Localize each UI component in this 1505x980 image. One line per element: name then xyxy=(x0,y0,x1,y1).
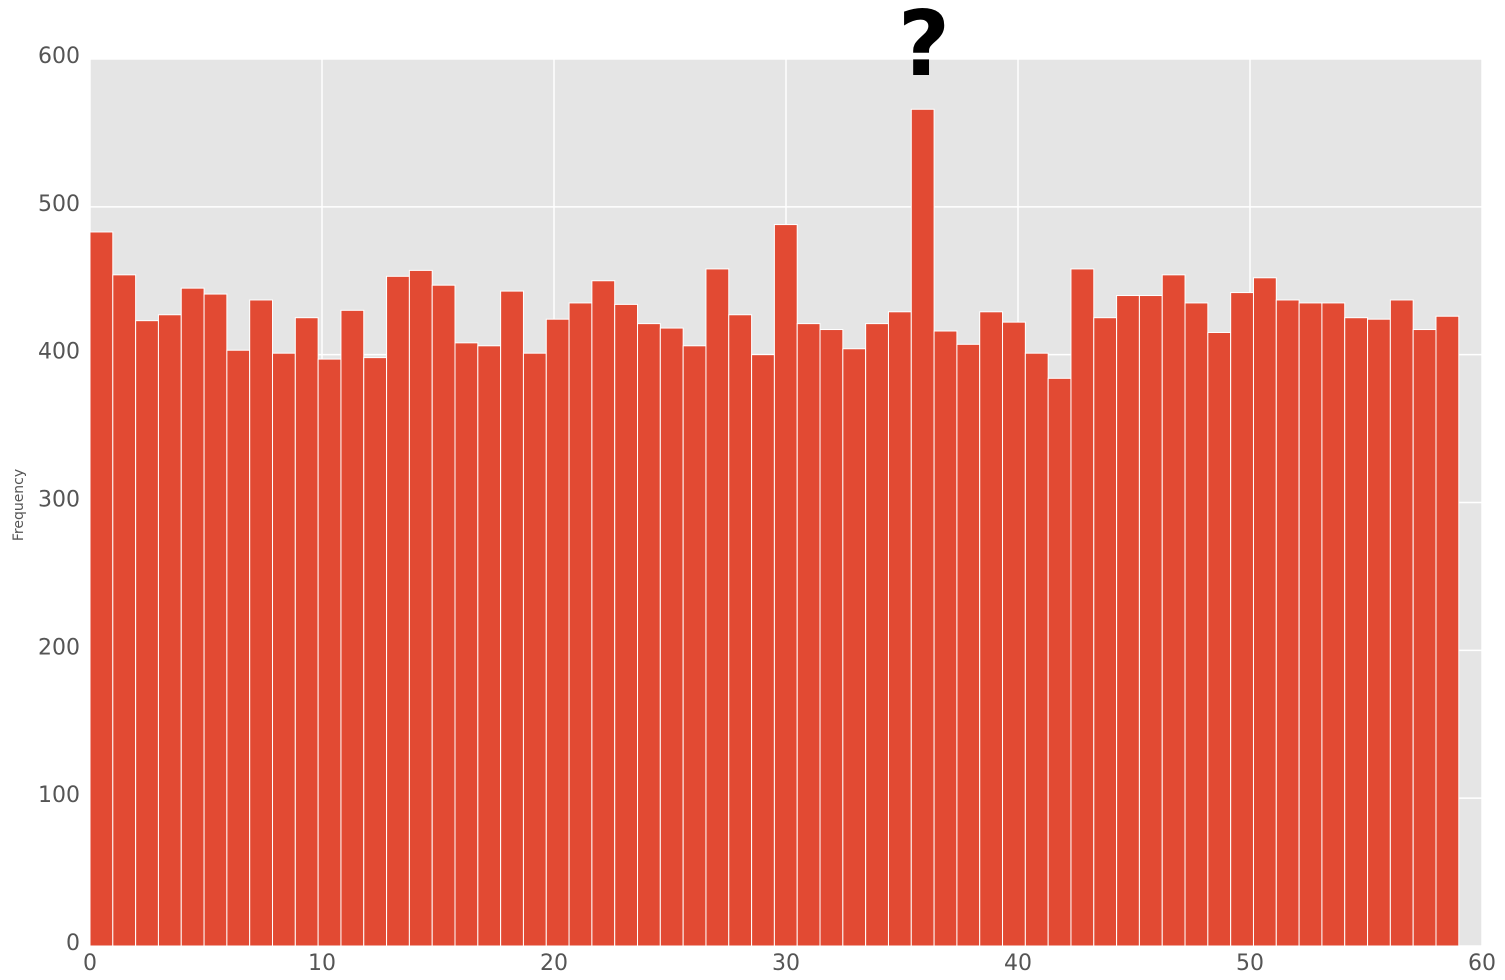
bar xyxy=(272,352,296,947)
bar xyxy=(751,354,775,947)
bar xyxy=(1389,299,1414,947)
x-tick-label: 60 xyxy=(1468,951,1496,976)
bar xyxy=(1230,292,1254,947)
y-tick-label: 300 xyxy=(38,488,80,513)
x-tick-label: 10 xyxy=(308,951,336,976)
bar xyxy=(431,284,456,947)
bar xyxy=(454,342,479,947)
bar xyxy=(180,287,205,947)
y-axis-label: Frequency xyxy=(11,469,27,541)
bar xyxy=(249,299,274,947)
bar xyxy=(386,275,410,947)
bar xyxy=(203,293,228,947)
bar xyxy=(842,348,867,947)
x-tick-label: 50 xyxy=(1236,951,1264,976)
bar xyxy=(1321,302,1346,947)
bar xyxy=(1298,302,1323,947)
bar xyxy=(956,343,981,947)
bar xyxy=(591,280,616,947)
bar xyxy=(135,320,159,947)
bar xyxy=(226,349,251,947)
y-tick-label: 600 xyxy=(38,44,80,69)
bar xyxy=(317,358,342,947)
bar xyxy=(408,269,433,947)
bar xyxy=(1093,317,1118,947)
bar xyxy=(1344,317,1369,947)
x-tick-label: 40 xyxy=(1004,951,1032,976)
y-tick-label: 400 xyxy=(38,340,80,365)
bar xyxy=(1002,321,1026,947)
bar xyxy=(522,352,547,947)
bar xyxy=(705,268,730,947)
bar xyxy=(1207,331,1232,947)
bar xyxy=(1252,277,1277,947)
y-tick-label: 0 xyxy=(66,931,80,956)
bar xyxy=(728,314,753,947)
bar xyxy=(979,311,1004,947)
y-tick-label: 200 xyxy=(38,635,80,660)
bar xyxy=(1161,274,1186,947)
bar xyxy=(1138,295,1163,947)
bar xyxy=(637,323,661,947)
bar xyxy=(1116,295,1140,947)
bar xyxy=(500,290,524,947)
bar xyxy=(1412,329,1437,947)
bar xyxy=(477,345,502,947)
bar xyxy=(682,345,707,947)
bar xyxy=(887,311,912,947)
bar xyxy=(112,274,137,947)
bar xyxy=(294,317,319,947)
bar xyxy=(796,323,821,947)
bar xyxy=(910,108,935,947)
bar xyxy=(1275,299,1300,947)
bar xyxy=(1367,318,1391,947)
y-tick-label: 100 xyxy=(38,783,80,808)
bar xyxy=(1024,352,1049,947)
bar xyxy=(1435,315,1460,947)
bar xyxy=(89,231,114,947)
bar xyxy=(157,314,182,947)
bar xyxy=(819,329,844,947)
bar xyxy=(933,330,958,947)
bar xyxy=(545,318,570,947)
bar xyxy=(363,357,388,947)
bar xyxy=(614,303,639,947)
y-tick-label: 500 xyxy=(38,192,80,217)
bar xyxy=(568,302,593,947)
annotation: ? xyxy=(898,0,950,97)
bar xyxy=(659,327,684,947)
x-tick-label: 20 xyxy=(540,951,568,976)
bar xyxy=(1047,377,1072,947)
bar xyxy=(1070,268,1095,947)
x-tick-label: 0 xyxy=(83,951,97,976)
bar xyxy=(773,224,798,947)
bar xyxy=(865,323,889,947)
x-tick-label: 30 xyxy=(772,951,800,976)
bar xyxy=(340,309,365,947)
bar xyxy=(1184,302,1209,947)
